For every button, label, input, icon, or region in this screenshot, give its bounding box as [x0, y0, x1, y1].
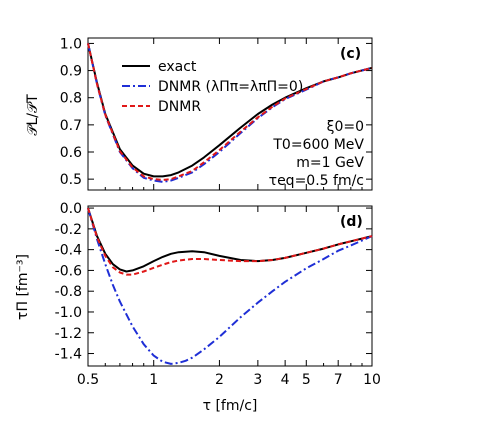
ytick-label-d-1: -0.2 — [55, 222, 82, 238]
ytick-label-c-1: 0.6 — [60, 145, 82, 161]
legend-entry-dnmr: DNMR — [158, 99, 201, 115]
legend: exact DNMR (λΠπ=λπΠ=0) DNMR — [122, 59, 303, 115]
panel-c: 0.5 0.6 0.7 0.8 0.9 1.0 (c) 𝒫L/𝒫T exact DNMR … — [25, 36, 373, 191]
ytick-label-c-4: 0.9 — [60, 64, 82, 80]
ytick-label-d-4: -0.8 — [55, 284, 82, 300]
ytick-label-d-6: -1.2 — [55, 326, 82, 342]
panel-d-ylabel: τΠ [fm⁻³] — [15, 254, 31, 320]
ytick-label-d-3: -0.6 — [55, 263, 82, 279]
series-line-c-2 — [87, 43, 373, 181]
xtick-label-d-6: 7 — [334, 372, 343, 388]
ytick-label-d-5: -1.0 — [55, 305, 82, 321]
series-line-d-0 — [87, 207, 373, 273]
panel-c-ylabel: 𝒫L/𝒫T — [25, 94, 41, 136]
panel-d: 0.5 1 2 3 4 5 7 10 0.0 -0.2 -0.4 -0.6 -0.8 -1.0 -1.2 -1… — [15, 201, 381, 414]
ytick-label-c-3: 0.8 — [60, 91, 82, 107]
panel-d-frame — [87, 205, 373, 367]
xtick-label-d-5: 5 — [302, 372, 311, 388]
panel-c-ticks: 0.5 0.6 0.7 0.8 0.9 1.0 — [60, 36, 373, 190]
panel-d-series — [87, 207, 373, 365]
annotation-mass: m=1 GeV — [296, 155, 364, 171]
xtick-label-d-7: 10 — [363, 372, 381, 388]
legend-entry-dnmr-zero: DNMR (λΠπ=λπΠ=0) — [158, 79, 303, 95]
xtick-label-d-0: 0.5 — [77, 372, 99, 388]
panel-c-series — [87, 43, 373, 183]
xtick-label-d-3: 3 — [253, 372, 262, 388]
panel-d-label: (d) — [340, 214, 363, 230]
legend-entry-exact: exact — [158, 59, 197, 75]
annotation-t0: T0=600 MeV — [272, 137, 364, 153]
ytick-label-d-7: -1.4 — [55, 347, 82, 363]
panel-d-ticks: 0.5 1 2 3 4 5 7 10 0.0 -0.2 -0.4 -0.6 -0.8 -1.0 -1.2 -1… — [55, 201, 381, 388]
ytick-label-d-2: -0.4 — [55, 243, 82, 259]
xtick-label-d-2: 2 — [215, 372, 224, 388]
series-line-d-2 — [87, 207, 373, 276]
panel-d-xlabel: τ [fm/c] — [203, 398, 258, 414]
series-line-d-1 — [87, 207, 373, 365]
panel-c-frame — [87, 37, 373, 191]
ytick-label-c-5: 1.0 — [60, 36, 82, 52]
annotation-xi0: ξ0=0 — [327, 119, 364, 135]
ytick-label-c-0: 0.5 — [60, 172, 82, 188]
panel-c-label: (c) — [340, 46, 361, 62]
xtick-label-d-4: 4 — [281, 372, 290, 388]
xtick-label-d-1: 1 — [149, 372, 158, 388]
ytick-label-d-0: 0.0 — [60, 201, 82, 217]
ytick-label-c-2: 0.7 — [60, 118, 82, 134]
annotation-taueq: τeq=0.5 fm/c — [269, 173, 364, 189]
